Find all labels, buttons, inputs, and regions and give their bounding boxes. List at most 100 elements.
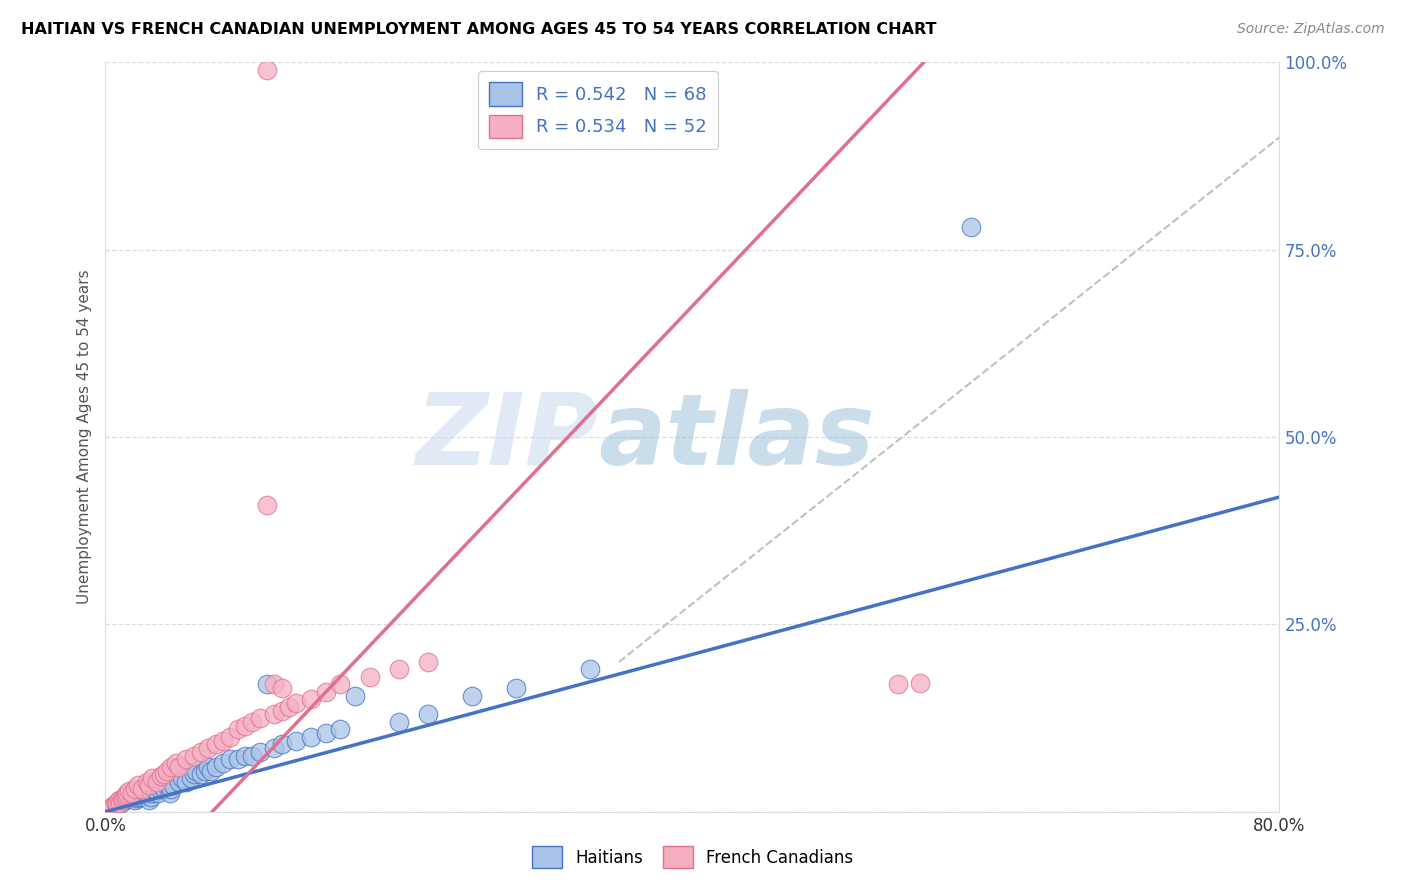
Point — [315, 726, 337, 740]
Point — [249, 711, 271, 725]
Point — [128, 786, 150, 800]
Point — [107, 793, 129, 807]
Point — [211, 756, 233, 770]
Point — [142, 782, 165, 797]
Point — [190, 767, 212, 781]
Point — [121, 786, 143, 800]
Point — [127, 789, 149, 804]
Point — [270, 704, 292, 718]
Point — [105, 796, 128, 810]
Point — [138, 779, 160, 793]
Point — [505, 681, 527, 695]
Point — [160, 760, 183, 774]
Point — [159, 786, 181, 800]
Point — [117, 786, 139, 800]
Point — [153, 767, 176, 781]
Point — [315, 685, 337, 699]
Point — [219, 752, 242, 766]
Point — [418, 707, 440, 722]
Point — [211, 733, 233, 747]
Point — [125, 791, 148, 805]
Point — [197, 741, 219, 756]
Text: HAITIAN VS FRENCH CANADIAN UNEMPLOYMENT AMONG AGES 45 TO 54 YEARS CORRELATION CH: HAITIAN VS FRENCH CANADIAN UNEMPLOYMENT … — [21, 22, 936, 37]
Point — [183, 767, 205, 781]
Point — [219, 730, 242, 744]
Point — [240, 714, 263, 729]
Point — [156, 779, 179, 793]
Point — [174, 774, 197, 789]
Point — [263, 741, 285, 756]
Point — [150, 769, 173, 783]
Point — [285, 733, 308, 747]
Point — [277, 699, 299, 714]
Point — [388, 714, 411, 729]
Point — [887, 677, 910, 691]
Point — [197, 760, 219, 774]
Point — [263, 677, 285, 691]
Point — [138, 793, 160, 807]
Point — [146, 774, 169, 789]
Point — [156, 764, 179, 778]
Point — [112, 791, 135, 805]
Point — [270, 737, 292, 751]
Point — [343, 689, 366, 703]
Point — [117, 791, 139, 805]
Point — [960, 220, 983, 235]
Point — [167, 760, 190, 774]
Point — [299, 692, 322, 706]
Point — [162, 779, 184, 793]
Point — [186, 764, 208, 778]
Point — [118, 789, 141, 804]
Point — [183, 748, 205, 763]
Point — [170, 771, 193, 785]
Point — [200, 764, 222, 778]
Point — [194, 764, 217, 778]
Point — [256, 498, 278, 512]
Point — [270, 681, 292, 695]
Point — [204, 737, 226, 751]
Point — [359, 670, 381, 684]
Point — [165, 756, 187, 770]
Point — [299, 730, 322, 744]
Point — [226, 723, 249, 737]
Point — [135, 782, 157, 797]
Text: atlas: atlas — [599, 389, 875, 485]
Point — [578, 662, 600, 676]
Point — [141, 786, 163, 800]
Point — [112, 794, 135, 808]
Point — [122, 786, 145, 800]
Point — [110, 795, 132, 809]
Point — [104, 797, 127, 812]
Point — [174, 752, 197, 766]
Point — [131, 782, 153, 797]
Point — [105, 796, 128, 810]
Point — [240, 748, 263, 763]
Point — [108, 796, 131, 810]
Point — [190, 745, 212, 759]
Legend: Haitians, French Canadians: Haitians, French Canadians — [524, 840, 860, 874]
Point — [101, 798, 124, 813]
Point — [121, 789, 143, 803]
Point — [418, 655, 440, 669]
Point — [329, 723, 352, 737]
Point — [263, 707, 285, 722]
Point — [226, 752, 249, 766]
Point — [110, 793, 132, 807]
Text: Source: ZipAtlas.com: Source: ZipAtlas.com — [1237, 22, 1385, 37]
Point — [124, 782, 146, 797]
Point — [233, 718, 256, 732]
Point — [153, 782, 176, 797]
Point — [285, 696, 308, 710]
Point — [143, 779, 166, 793]
Point — [131, 789, 153, 804]
Point — [118, 783, 141, 797]
Point — [180, 771, 202, 785]
Point — [101, 798, 124, 813]
Point — [127, 779, 149, 793]
Point — [148, 786, 170, 800]
Point — [114, 793, 136, 807]
Point — [134, 786, 156, 800]
Point — [135, 774, 157, 789]
Point — [908, 676, 931, 690]
Point — [329, 677, 352, 691]
